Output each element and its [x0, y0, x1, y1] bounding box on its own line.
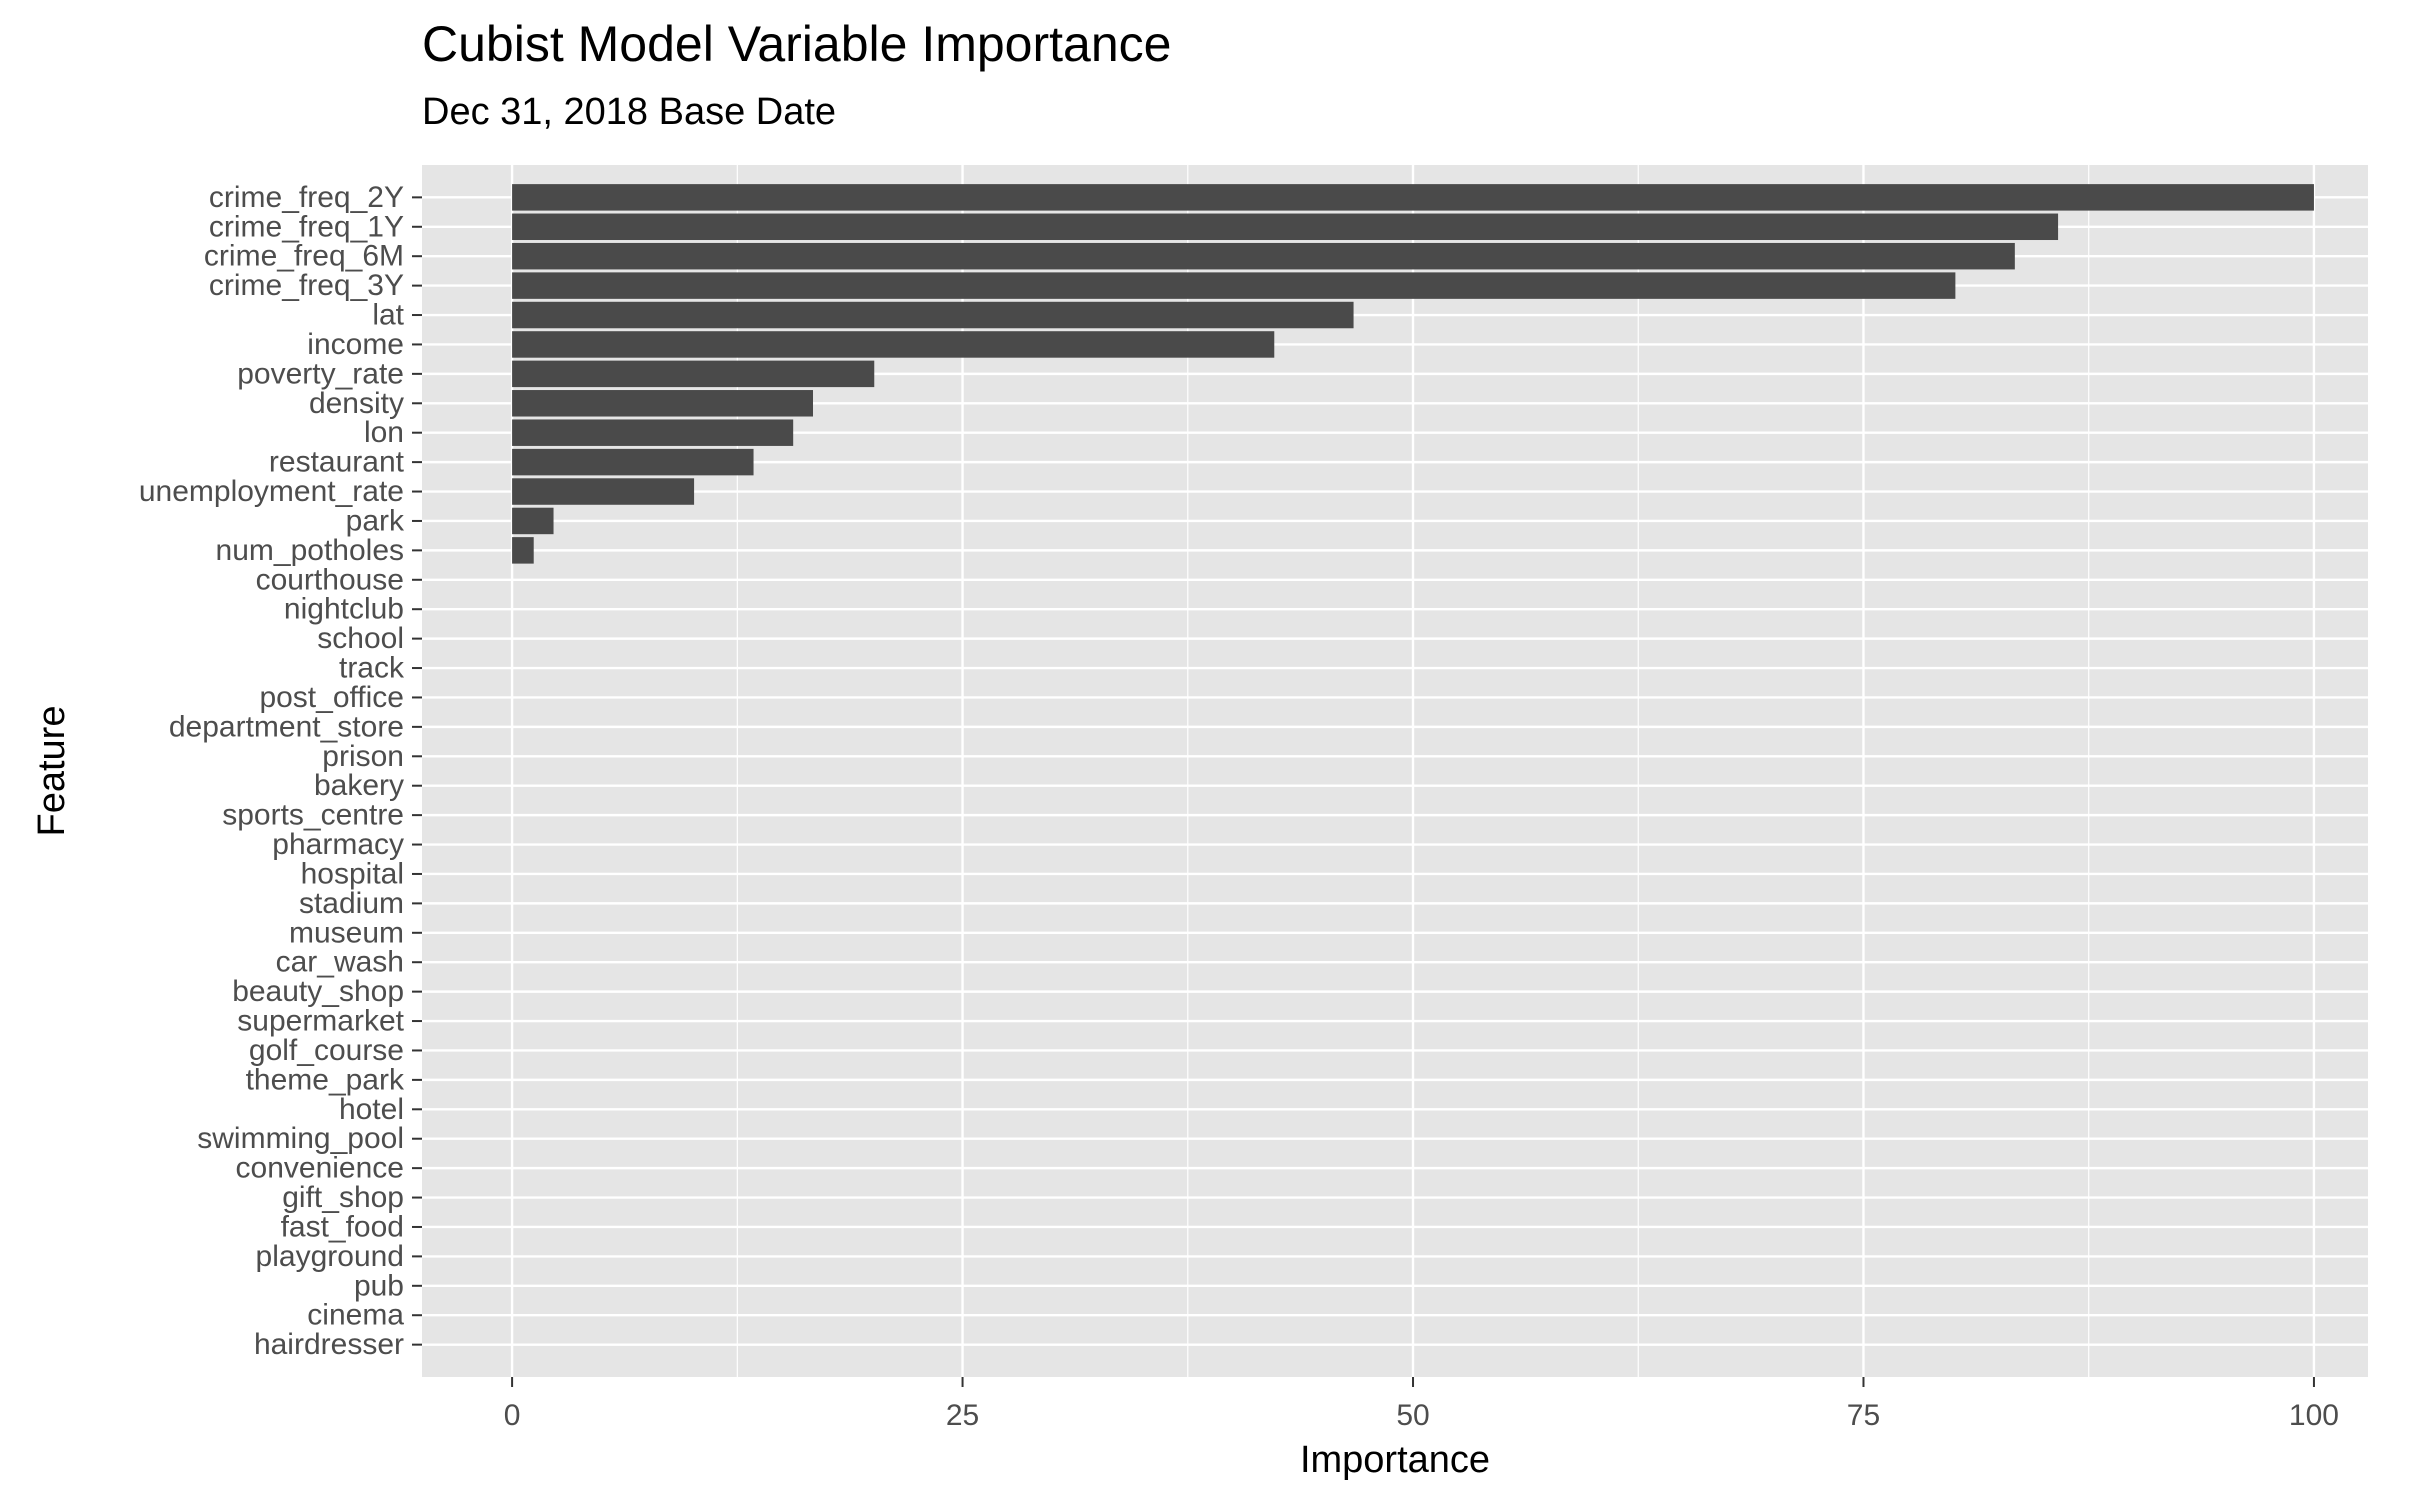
major-gridlines [422, 165, 2368, 1377]
y-tick-label: bakery [314, 769, 404, 802]
bar-crime_freq_2Y [512, 184, 2314, 211]
y-tick-label: nightclub [284, 593, 404, 626]
y-tick-label: beauty_shop [232, 975, 404, 1008]
y-tick-label: swimming_pool [197, 1122, 404, 1155]
y-tick-label: restaurant [269, 446, 405, 479]
y-axis-title: Feature [31, 706, 73, 837]
y-tick-label: density [309, 387, 404, 420]
y-tick-label: income [307, 328, 404, 361]
y-tick-label: supermarket [237, 1005, 404, 1038]
bar-park [512, 507, 554, 535]
bar-poverty_rate [512, 360, 875, 388]
y-tick-label: cinema [307, 1299, 404, 1332]
y-tick-label: car_wash [276, 946, 404, 979]
y-tick-label: post_office [259, 681, 404, 714]
x-tick-label: 0 [504, 1399, 521, 1432]
x-tick-label: 25 [946, 1399, 979, 1432]
y-tick-label: lat [372, 299, 404, 332]
y-tick-label: hairdresser [254, 1328, 404, 1361]
y-tick-label: fast_food [281, 1210, 404, 1243]
y-tick-label: hospital [301, 857, 404, 890]
bar-lon [512, 419, 794, 446]
y-tick-label: prison [322, 740, 404, 773]
y-tick-label: num_potholes [216, 534, 404, 567]
bar-unemployment_rate [512, 478, 695, 505]
bar-crime_freq_3Y [512, 272, 1956, 299]
bar-restaurant [512, 448, 754, 476]
y-tick-label: lon [364, 416, 404, 449]
y-tick-label: park [346, 504, 405, 537]
y-tick-label: golf_course [249, 1034, 404, 1067]
x-axis: 0 25 50 75 100 [504, 1377, 2339, 1432]
y-tick-label: pub [354, 1269, 404, 1302]
y-tick-label: museum [289, 916, 404, 949]
x-axis-title: Importance [1300, 1439, 1490, 1481]
chart-title: Cubist Model Variable Importance [422, 16, 1172, 72]
y-tick-label: school [317, 622, 404, 655]
chart-subtitle: Dec 31, 2018 Base Date [422, 91, 837, 133]
y-tick-label: crime_freq_2Y [209, 181, 404, 214]
y-tick-label: stadium [299, 887, 404, 920]
bar-crime_freq_1Y [512, 213, 2059, 241]
y-tick-label: poverty_rate [237, 357, 404, 390]
y-tick-label: sports_centre [222, 799, 404, 832]
bars [512, 184, 2314, 564]
bar-income [512, 331, 1275, 358]
y-tick-label: gift_shop [282, 1181, 404, 1214]
y-tick-label: playground [256, 1240, 404, 1273]
x-tick-label: 75 [1847, 1399, 1880, 1432]
bar-num_potholes [512, 537, 534, 564]
y-tick-label: theme_park [246, 1063, 405, 1096]
bar-density [512, 390, 814, 417]
bar-lat [512, 301, 1354, 329]
y-tick-label: department_store [169, 710, 404, 743]
y-tick-label: courthouse [256, 563, 404, 596]
y-axis: crime_freq_2Ycrime_freq_1Ycrime_freq_6Mc… [139, 181, 422, 1361]
y-tick-label: crime_freq_3Y [209, 269, 404, 302]
y-tick-label: hotel [339, 1093, 404, 1126]
y-tick-label: convenience [236, 1152, 404, 1185]
x-tick-label: 50 [1396, 1399, 1429, 1432]
y-tick-label: crime_freq_1Y [209, 210, 404, 243]
x-tick-label: 100 [2289, 1399, 2339, 1432]
y-tick-label: track [339, 652, 405, 685]
bar-crime_freq_6M [512, 242, 2015, 270]
y-tick-label: pharmacy [272, 828, 404, 861]
y-tick-label: crime_freq_6M [204, 240, 404, 273]
y-tick-label: unemployment_rate [139, 475, 404, 508]
